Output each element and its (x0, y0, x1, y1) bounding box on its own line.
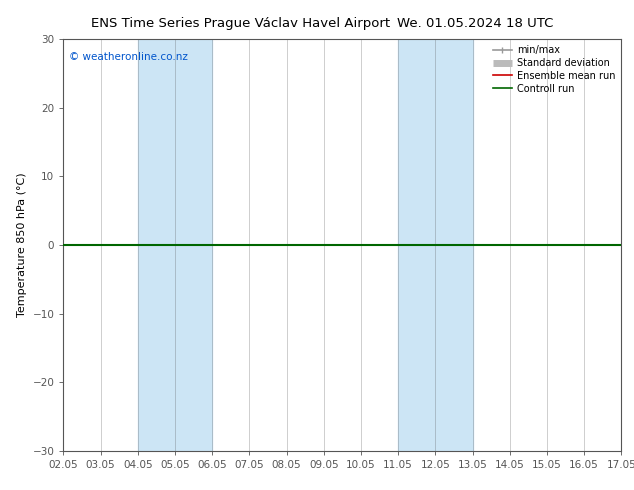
Y-axis label: Temperature 850 hPa (°C): Temperature 850 hPa (°C) (17, 172, 27, 318)
Text: We. 01.05.2024 18 UTC: We. 01.05.2024 18 UTC (398, 17, 553, 30)
Text: © weatheronline.co.nz: © weatheronline.co.nz (69, 51, 188, 62)
Legend: min/max, Standard deviation, Ensemble mean run, Controll run: min/max, Standard deviation, Ensemble me… (489, 41, 619, 98)
Text: ENS Time Series Prague Václav Havel Airport: ENS Time Series Prague Václav Havel Airp… (91, 17, 391, 30)
Bar (398, 39, 472, 451)
Bar (138, 39, 212, 451)
